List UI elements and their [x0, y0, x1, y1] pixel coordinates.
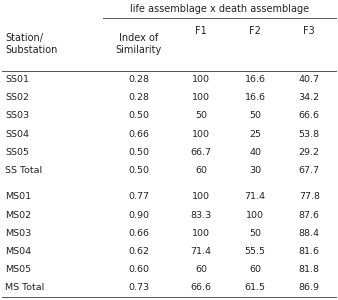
Text: 100: 100: [192, 130, 210, 139]
Text: Index of
Similarity: Index of Similarity: [116, 34, 162, 55]
Text: MS04: MS04: [5, 247, 31, 256]
Text: 100: 100: [192, 93, 210, 102]
Text: 53.8: 53.8: [299, 130, 320, 139]
Text: 60: 60: [195, 265, 207, 274]
Text: 81.6: 81.6: [299, 247, 320, 256]
Text: MS05: MS05: [5, 265, 31, 274]
Text: 0.62: 0.62: [128, 247, 149, 256]
Text: 60: 60: [195, 166, 207, 175]
Text: 40: 40: [249, 148, 261, 157]
Text: 0.50: 0.50: [128, 166, 149, 175]
Text: 61.5: 61.5: [245, 283, 266, 292]
Text: 0.60: 0.60: [128, 265, 149, 274]
Text: F3: F3: [304, 26, 315, 35]
Text: SS04: SS04: [5, 130, 29, 139]
Text: MS02: MS02: [5, 211, 31, 220]
Text: F2: F2: [249, 26, 261, 35]
Text: 0.77: 0.77: [128, 193, 149, 202]
Text: 100: 100: [192, 75, 210, 84]
Text: 0.66: 0.66: [128, 130, 149, 139]
Text: 16.6: 16.6: [245, 75, 266, 84]
Text: 34.2: 34.2: [299, 93, 320, 102]
Text: 66.6: 66.6: [299, 111, 320, 120]
Text: 30: 30: [249, 166, 261, 175]
Text: 29.2: 29.2: [299, 148, 320, 157]
Text: MS Total: MS Total: [5, 283, 44, 292]
Text: SS Total: SS Total: [5, 166, 42, 175]
Text: SS01: SS01: [5, 75, 29, 84]
Text: 50: 50: [249, 229, 261, 238]
Text: SS03: SS03: [5, 111, 29, 120]
Text: 66.7: 66.7: [191, 148, 212, 157]
Text: 66.6: 66.6: [191, 283, 212, 292]
Text: 0.66: 0.66: [128, 229, 149, 238]
Text: SS02: SS02: [5, 93, 29, 102]
Text: 100: 100: [192, 193, 210, 202]
Text: 60: 60: [249, 265, 261, 274]
Text: SS05: SS05: [5, 148, 29, 157]
Text: 100: 100: [192, 229, 210, 238]
Text: 0.28: 0.28: [128, 93, 149, 102]
Text: F1: F1: [195, 26, 207, 35]
Text: 0.50: 0.50: [128, 111, 149, 120]
Text: 100: 100: [246, 211, 264, 220]
Text: 0.90: 0.90: [128, 211, 149, 220]
Text: MS03: MS03: [5, 229, 31, 238]
Text: 86.9: 86.9: [299, 283, 320, 292]
Text: 0.50: 0.50: [128, 148, 149, 157]
Text: 77.8: 77.8: [299, 193, 320, 202]
Text: 81.8: 81.8: [299, 265, 320, 274]
Text: Station/
Substation: Station/ Substation: [5, 34, 57, 55]
Text: 50: 50: [249, 111, 261, 120]
Text: 83.3: 83.3: [191, 211, 212, 220]
Text: 55.5: 55.5: [245, 247, 266, 256]
Text: 71.4: 71.4: [245, 193, 266, 202]
Text: 87.6: 87.6: [299, 211, 320, 220]
Text: 16.6: 16.6: [245, 93, 266, 102]
Text: MS01: MS01: [5, 193, 31, 202]
Text: 0.73: 0.73: [128, 283, 149, 292]
Text: 67.7: 67.7: [299, 166, 320, 175]
Text: 25: 25: [249, 130, 261, 139]
Text: life assemblage x death assemblage: life assemblage x death assemblage: [130, 4, 309, 14]
Text: 50: 50: [195, 111, 207, 120]
Text: 40.7: 40.7: [299, 75, 320, 84]
Text: 71.4: 71.4: [191, 247, 212, 256]
Text: 88.4: 88.4: [299, 229, 320, 238]
Text: 0.28: 0.28: [128, 75, 149, 84]
